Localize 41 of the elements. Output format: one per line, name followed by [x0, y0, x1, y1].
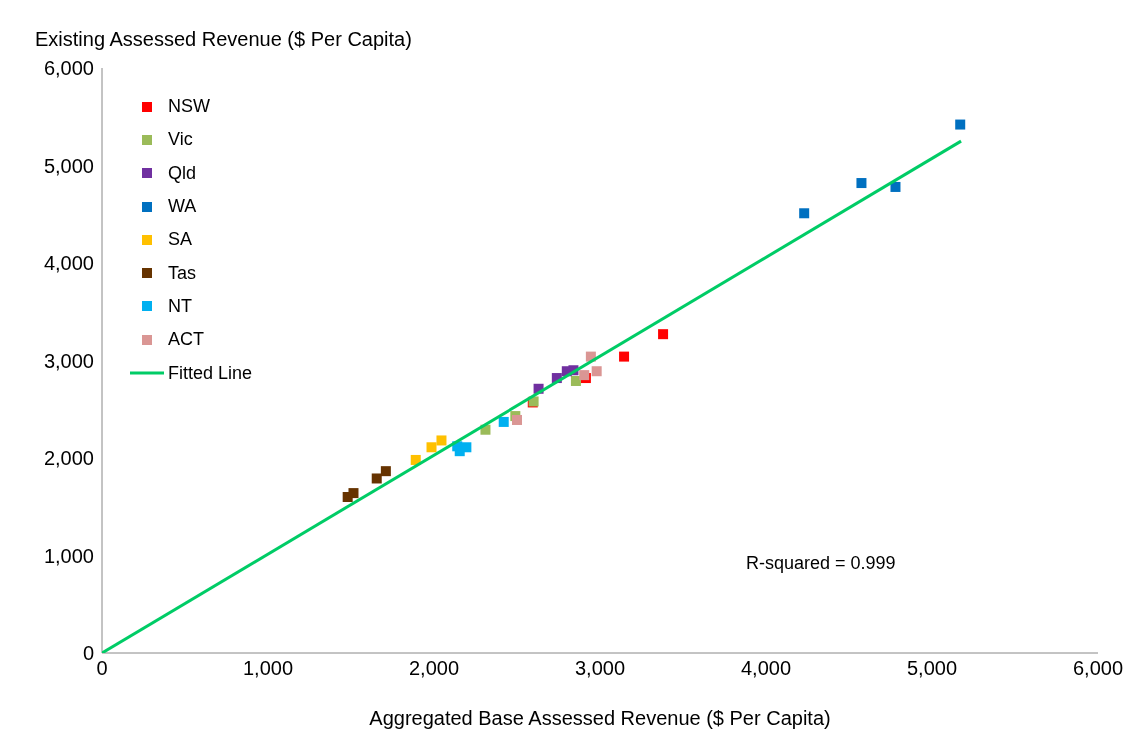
point	[955, 119, 966, 130]
legend-label: Vic	[168, 129, 193, 151]
point	[436, 435, 447, 446]
point	[856, 178, 867, 189]
point	[658, 329, 669, 340]
legend-label: Qld	[168, 162, 197, 184]
x-tick-label: 3,000	[574, 657, 626, 680]
point	[570, 375, 581, 386]
point	[426, 442, 437, 453]
legend-label: WA	[168, 196, 197, 218]
point	[890, 181, 901, 192]
point	[619, 351, 630, 362]
x-tick-label: 4,000	[740, 657, 792, 680]
point	[498, 416, 509, 427]
x-tick-label: 6,000	[1072, 657, 1124, 680]
point	[799, 208, 810, 219]
legend-label: ACT	[168, 329, 204, 351]
x-tick-label: 5,000	[906, 657, 958, 680]
annotation: R-squared = 0.999	[746, 553, 896, 574]
y-tick-label: 3,000	[43, 349, 94, 372]
y-tick-label: 5,000	[43, 154, 94, 177]
y-tick-label: 0	[82, 642, 94, 665]
x-tick-label: 1,000	[242, 657, 294, 680]
point	[591, 366, 602, 377]
x-tick-label: 0	[96, 657, 108, 680]
legend-label: NSW	[168, 96, 210, 118]
x-axis-title: Aggregated Base Assessed Revenue ($ Per Capita)	[369, 707, 831, 729]
point	[371, 473, 382, 484]
point	[461, 442, 472, 453]
x-tick-label: 2,000	[408, 657, 460, 680]
y-axis-title: Existing Assessed Revenue ($ Per Capita)	[35, 28, 412, 51]
y-tick-label: 2,000	[43, 447, 94, 470]
y-tick-label: 4,000	[43, 252, 94, 275]
legend-label: NT	[168, 295, 192, 317]
point	[348, 488, 359, 499]
legend-label: Tas	[168, 262, 197, 284]
y-tick-label: 1,000	[43, 544, 94, 567]
legend-label: SA	[168, 229, 193, 251]
legend-label: Fitted Line	[168, 362, 253, 384]
y-tick-label: 6,000	[43, 57, 94, 80]
point	[380, 466, 391, 477]
